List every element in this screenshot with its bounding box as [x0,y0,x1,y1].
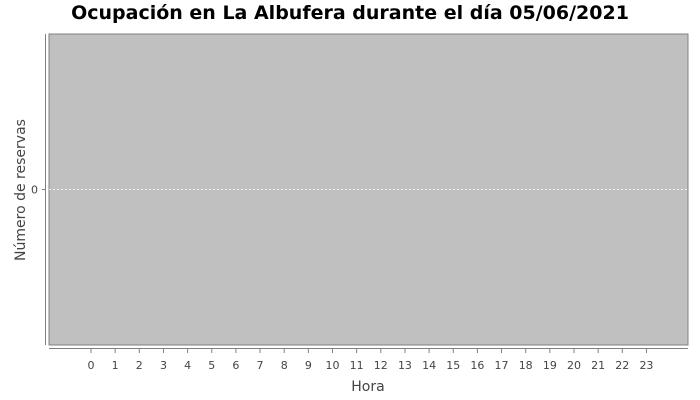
x-tick-label: 23 [639,359,653,372]
x-tick-label: 22 [615,359,629,372]
y-axis-label: Número de reservas [13,119,29,261]
x-tick-label: 18 [519,359,533,372]
x-tick-label: 0 [88,359,95,372]
x-tick-label: 7 [257,359,264,372]
x-tick-label: 10 [326,359,340,372]
x-tick-label: 17 [495,359,509,372]
x-tick-label: 2 [136,359,143,372]
x-tick-label: 15 [446,359,460,372]
x-tick-label: 9 [305,359,312,372]
y-tick-label: 0 [31,184,38,197]
x-tick-label: 20 [567,359,581,372]
x-tick-label: 14 [422,359,436,372]
x-tick-label: 19 [543,359,557,372]
x-tick-label: 1 [112,359,119,372]
x-tick-label: 8 [281,359,288,372]
x-axis-label: Hora [351,379,384,395]
x-tick-label: 13 [398,359,412,372]
chart-title: Ocupación en La Albufera durante el día … [71,2,629,24]
x-tick-label: 21 [591,359,605,372]
x-tick-label: 12 [374,359,388,372]
plot-area [48,33,689,346]
x-tick-label: 5 [208,359,215,372]
x-tick-label: 4 [184,359,191,372]
x-tick-label: 3 [160,359,167,372]
x-tick-label: 6 [232,359,239,372]
x-tick-label: 11 [350,359,364,372]
x-tick-label: 16 [470,359,484,372]
